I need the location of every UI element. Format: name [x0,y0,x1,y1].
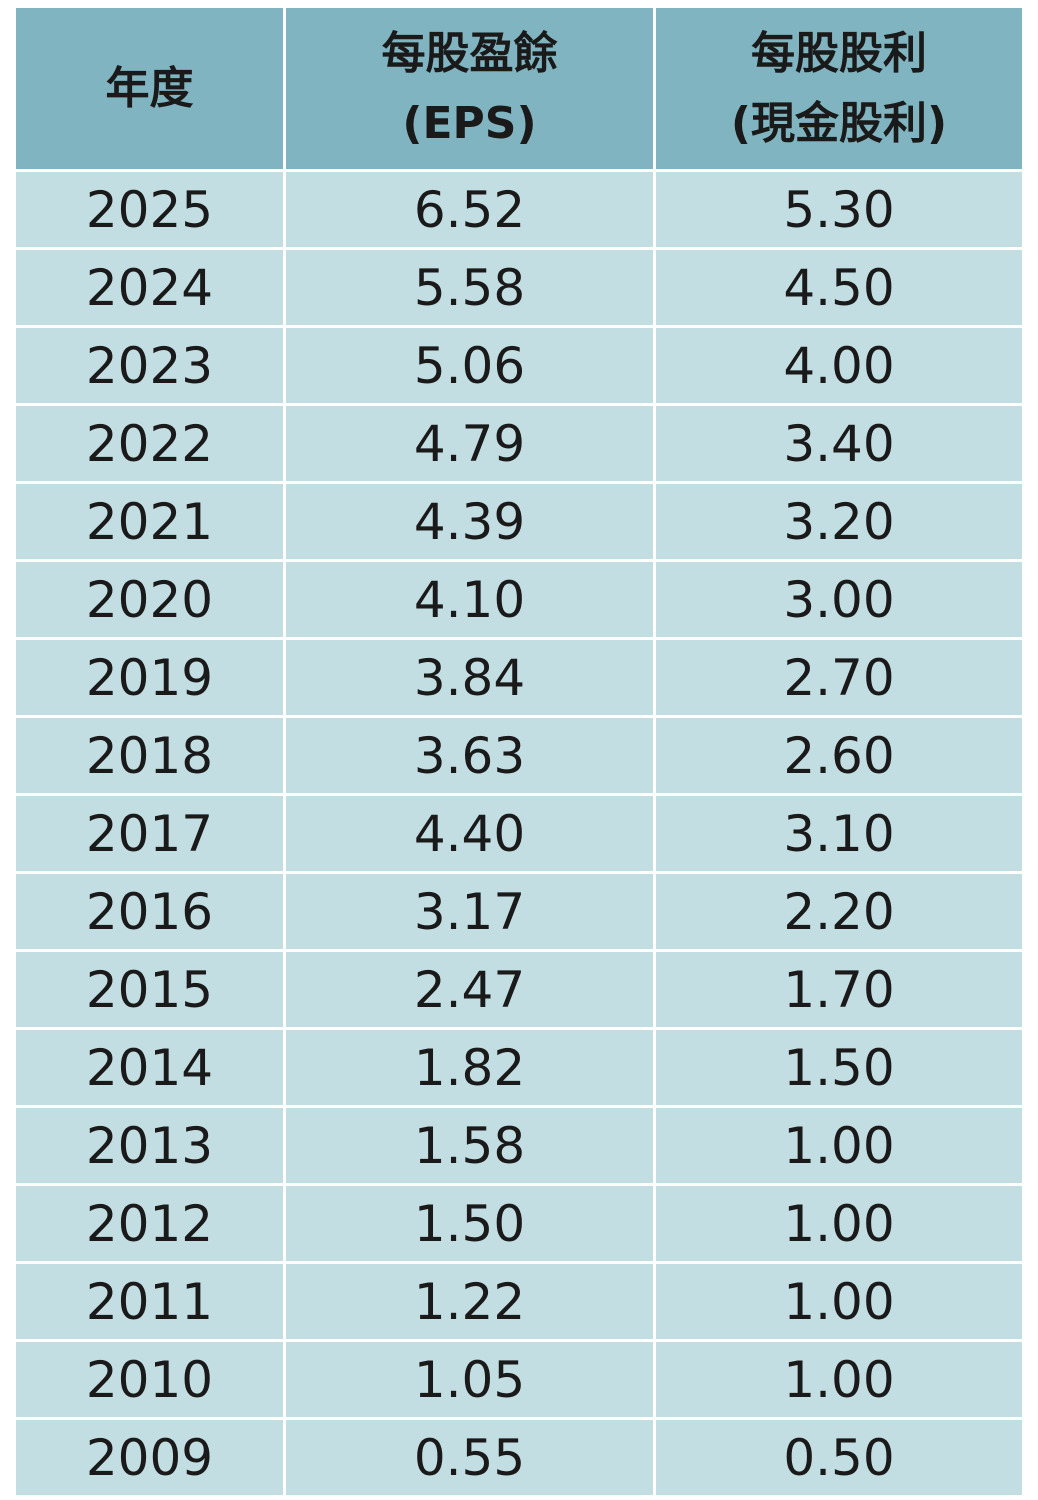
table-cell: 1.00 [656,1342,1022,1417]
header-text: (EPS) [402,97,537,149]
table: 年度 每股盈餘 (EPS) 每股股利 (現金股利) 2025 6.52 5.30 2024 5.5… [16,8,1022,1495]
table-cell: 1.50 [286,1186,653,1261]
header-text: 年度 [105,62,194,114]
table-cell: 2016 [16,874,283,949]
table-cell: 2013 [16,1108,283,1183]
table-cell: 2018 [16,718,283,793]
table-cell: 3.20 [656,484,1022,559]
table-cell: 2017 [16,796,283,871]
table-cell: 3.10 [656,796,1022,871]
header-cell: 每股盈餘 (EPS) [286,8,653,169]
table-cell: 4.40 [286,796,653,871]
table-cell: 1.00 [656,1108,1022,1183]
table-cell: 2009 [16,1420,283,1495]
table-cell: 0.50 [656,1420,1022,1495]
table-cell: 1.00 [656,1186,1022,1261]
table-cell: 6.52 [286,172,653,247]
table-cell: 2011 [16,1264,283,1339]
table-cell: 1.22 [286,1264,653,1339]
table-cell: 4.39 [286,484,653,559]
table-cell: 2015 [16,952,283,1027]
table-cell: 2019 [16,640,283,715]
table-cell: 1.70 [656,952,1022,1027]
table-cell: 3.84 [286,640,653,715]
table-cell: 3.00 [656,562,1022,637]
table-cell: 2024 [16,250,283,325]
table-cell: 2021 [16,484,283,559]
table-cell: 2012 [16,1186,283,1261]
header-cell: 每股股利 (現金股利) [656,8,1022,169]
table-cell: 5.58 [286,250,653,325]
table-cell: 1.00 [656,1264,1022,1339]
table-cell: 0.55 [286,1420,653,1495]
table-cell: 4.79 [286,406,653,481]
header-cell: 年度 [16,8,283,169]
table-cell: 5.06 [286,328,653,403]
header-text: (現金股利) [730,97,948,149]
table-cell: 2025 [16,172,283,247]
table-cell: 1.05 [286,1342,653,1417]
table-cell: 3.63 [286,718,653,793]
table-cell: 4.10 [286,562,653,637]
table-cell: 2022 [16,406,283,481]
table-cell: 2.20 [656,874,1022,949]
table-cell: 2.70 [656,640,1022,715]
table-cell: 2020 [16,562,283,637]
table-cell: 2010 [16,1342,283,1417]
header-text: 每股盈餘 [381,27,558,79]
table-cell: 4.50 [656,250,1022,325]
table-cell: 1.82 [286,1030,653,1105]
table-cell: 2023 [16,328,283,403]
table-cell: 5.30 [656,172,1022,247]
table-cell: 1.50 [656,1030,1022,1105]
table-cell: 4.00 [656,328,1022,403]
table-cell: 3.40 [656,406,1022,481]
table-cell: 3.17 [286,874,653,949]
table-cell: 2014 [16,1030,283,1105]
table-cell: 2.60 [656,718,1022,793]
table-cell: 1.58 [286,1108,653,1183]
table-cell: 2.47 [286,952,653,1027]
header-text: 每股股利 [751,27,927,79]
